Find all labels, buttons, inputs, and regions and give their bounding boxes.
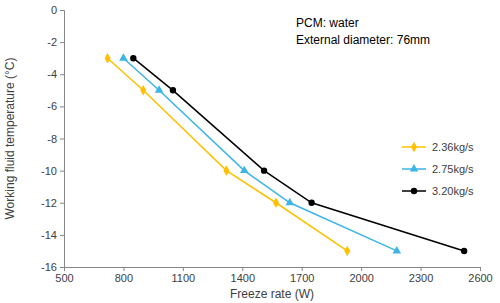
tick: -4 bbox=[47, 68, 64, 80]
tick: -12 bbox=[41, 197, 64, 209]
tick-mark bbox=[302, 267, 303, 271]
tick-mark bbox=[183, 267, 184, 271]
legend-label: 2.75kg/s bbox=[432, 163, 474, 175]
marker bbox=[308, 200, 314, 206]
marker bbox=[273, 197, 279, 208]
tick: 1100 bbox=[172, 267, 196, 284]
marker bbox=[155, 85, 164, 92]
legend-marker bbox=[411, 188, 417, 194]
marker bbox=[119, 53, 128, 60]
tick: -16 bbox=[41, 261, 64, 273]
tick-mark bbox=[123, 267, 124, 271]
tick-label: 0 bbox=[51, 4, 57, 16]
marker bbox=[461, 248, 467, 254]
legend: 2.36kg/s 2.75kg/s 3.20kg/s bbox=[402, 141, 474, 197]
tick-mark bbox=[60, 106, 64, 107]
marker bbox=[223, 165, 229, 176]
legend-label: 3.20kg/s bbox=[432, 185, 474, 197]
marker bbox=[105, 53, 111, 64]
tick-mark bbox=[60, 10, 64, 11]
y-axis-title: Working fluid temperature (°C) bbox=[3, 58, 17, 220]
tick: -14 bbox=[41, 229, 64, 241]
x-axis-title: Freeze rate (W) bbox=[230, 287, 314, 301]
x-axis: 500 800 1100 1400 1700 2000 2300 2600 bbox=[55, 267, 492, 284]
axis-line bbox=[65, 268, 481, 272]
tick-mark bbox=[60, 171, 64, 172]
legend-item: 2.36kg/s bbox=[402, 141, 474, 153]
tick-label: -16 bbox=[41, 261, 57, 273]
tick-label: -14 bbox=[41, 229, 57, 241]
tick-mark bbox=[480, 267, 481, 271]
tick-label: -12 bbox=[41, 197, 57, 209]
marker bbox=[240, 166, 249, 173]
plot: 500 800 1100 1400 1700 2000 2300 2600 0 -2 -4 -6 -8 -… bbox=[41, 4, 493, 284]
tick-label: -10 bbox=[41, 165, 57, 177]
tick-label: 1100 bbox=[172, 272, 196, 284]
tick-label: -6 bbox=[47, 100, 57, 112]
tick-mark bbox=[361, 267, 362, 271]
tick-mark bbox=[60, 235, 64, 236]
tick: 800 bbox=[115, 267, 133, 284]
tick: 2000 bbox=[349, 267, 373, 284]
tick-label: 1400 bbox=[231, 272, 255, 284]
legend-label: 2.36kg/s bbox=[432, 141, 474, 153]
legend-marker bbox=[410, 164, 419, 171]
tick: 1700 bbox=[290, 267, 314, 284]
tick-mark bbox=[60, 74, 64, 75]
tick-mark bbox=[421, 267, 422, 271]
tick-label: -8 bbox=[47, 133, 57, 145]
marker bbox=[286, 198, 295, 205]
tick-label: 500 bbox=[55, 272, 73, 284]
series-line bbox=[133, 58, 464, 251]
tick: 0 bbox=[51, 4, 64, 16]
legend-item: 2.75kg/s bbox=[402, 163, 474, 175]
axis-line bbox=[60, 11, 65, 268]
annotation: PCM: water bbox=[296, 16, 359, 30]
annotation: External diameter: 76mm bbox=[296, 33, 430, 47]
tick-mark bbox=[60, 139, 64, 140]
chart: 500 800 1100 1400 1700 2000 2300 2600 0 -2 -4 -6 -8 -… bbox=[0, 0, 500, 303]
marker bbox=[140, 85, 146, 96]
marker bbox=[130, 55, 136, 61]
tick-label: -4 bbox=[47, 68, 57, 80]
tick: -6 bbox=[47, 100, 64, 112]
tick: -10 bbox=[41, 165, 64, 177]
tick: -8 bbox=[47, 133, 64, 145]
tick-label: 1700 bbox=[290, 272, 314, 284]
tick-label: 2600 bbox=[468, 272, 492, 284]
tick: -2 bbox=[47, 36, 64, 48]
tick-label: 2300 bbox=[409, 272, 433, 284]
tick: 2600 bbox=[468, 267, 492, 284]
tick: 500 bbox=[55, 267, 73, 284]
tick-mark bbox=[60, 267, 64, 268]
marker bbox=[261, 167, 267, 173]
marker bbox=[170, 87, 176, 93]
tick: 2300 bbox=[409, 267, 433, 284]
marker bbox=[393, 246, 402, 253]
tick-mark bbox=[242, 267, 243, 271]
tick-label: -2 bbox=[47, 36, 57, 48]
legend-marker bbox=[411, 142, 417, 153]
legend-item: 3.20kg/s bbox=[402, 185, 474, 197]
y-axis: 0 -2 -4 -6 -8 -10 -12 -14 -16 bbox=[41, 4, 64, 273]
tick-label: 800 bbox=[115, 272, 133, 284]
tick-label: 2000 bbox=[349, 272, 373, 284]
tick-mark bbox=[60, 203, 64, 204]
tick: 1400 bbox=[231, 267, 255, 284]
series-line bbox=[123, 58, 396, 251]
tick-mark bbox=[60, 42, 64, 43]
series-group bbox=[105, 53, 468, 256]
marker bbox=[344, 246, 350, 257]
